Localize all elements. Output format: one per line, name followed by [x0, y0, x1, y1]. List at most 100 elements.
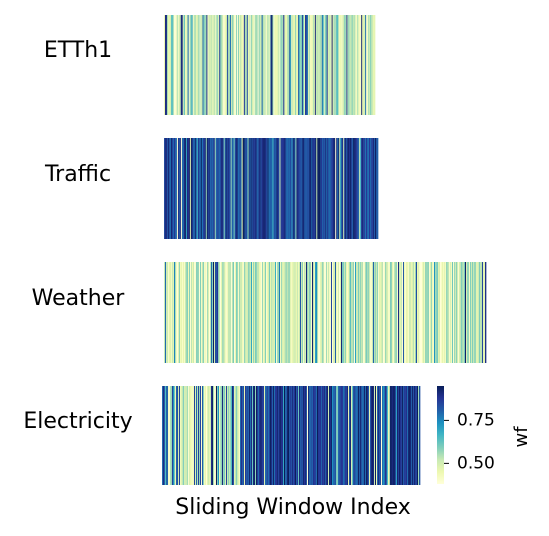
- heatmap-cell: [274, 386, 276, 485]
- heatmap-cell: [316, 15, 319, 115]
- heatmap-cell: [407, 262, 409, 363]
- heatmap-cell: [181, 138, 184, 239]
- heatmap-cell: [389, 386, 391, 485]
- heatmap-cell: [238, 262, 240, 363]
- heatmap-cell: [352, 386, 354, 485]
- heatmap-cell: [346, 386, 348, 485]
- heatmap-cell: [222, 262, 224, 363]
- heatmap-cell: [406, 386, 408, 485]
- heatmap-cell: [218, 386, 220, 485]
- heatmap-cell: [468, 262, 470, 363]
- heatmap-cell: [327, 138, 329, 239]
- heatmap-cell: [263, 386, 265, 485]
- heatmap-cell: [295, 15, 297, 115]
- heatmap-cell: [296, 15, 298, 115]
- heatmap-cell: [374, 386, 376, 485]
- heatmap-cell: [308, 386, 310, 485]
- heatmap-cell: [241, 386, 243, 485]
- heatmap-cell: [334, 262, 336, 363]
- heatmap-cell: [189, 138, 192, 239]
- heatmap-cell: [167, 262, 169, 363]
- heatmap-cell: [232, 138, 235, 239]
- heatmap-cell: [277, 15, 279, 115]
- heatmap-cell: [485, 262, 487, 363]
- heatmap-cell: [193, 386, 195, 485]
- heatmap-cell: [165, 15, 168, 115]
- heatmap-cell: [347, 262, 349, 363]
- heatmap-cell: [234, 138, 237, 239]
- heatmap-cell: [374, 262, 376, 363]
- heatmap-cell: [290, 262, 292, 363]
- heatmap-cell: [206, 138, 209, 239]
- heatmap-cell: [266, 386, 268, 485]
- heatmap-cell: [327, 262, 329, 363]
- heatmap-cell: [233, 138, 236, 239]
- heatmap-cell: [283, 262, 285, 363]
- heatmap-cell: [253, 262, 255, 363]
- heatmap-cell: [225, 15, 227, 115]
- heatmap-cell: [364, 138, 366, 239]
- heatmap-cell: [336, 386, 338, 485]
- heatmap-cell: [348, 138, 350, 239]
- heatmap-cell: [418, 386, 420, 485]
- heatmap-cell: [299, 386, 301, 485]
- heatmap-cell: [247, 15, 250, 115]
- heatmap-cell: [372, 15, 374, 115]
- heatmap-cell: [321, 138, 323, 239]
- heatmap-cell: [230, 262, 232, 363]
- heatmap-cell: [287, 262, 289, 363]
- heatmap-cell: [302, 15, 304, 115]
- heatmap-cell: [270, 15, 272, 115]
- heatmap-cell: [310, 262, 312, 363]
- heatmap-cell: [307, 386, 309, 485]
- heatmap-cell: [433, 262, 435, 363]
- heatmap-cell: [252, 15, 255, 115]
- heatmap-cell: [227, 138, 230, 239]
- heatmap-cell: [248, 386, 250, 485]
- heatmap-cell: [281, 15, 283, 115]
- heatmap-cell: [376, 138, 378, 239]
- heatmap-cell: [324, 386, 326, 485]
- heatmap-cell: [341, 262, 343, 363]
- heatmap-cell: [331, 15, 333, 115]
- heatmap-cell: [170, 386, 172, 485]
- heatmap-cell: [356, 15, 358, 115]
- heatmap-cell: [290, 138, 292, 239]
- heatmap-cell: [308, 15, 311, 115]
- heatmap-cell: [266, 138, 268, 239]
- heatmap-cell: [384, 262, 386, 363]
- heatmap-cell: [293, 138, 295, 239]
- heatmap-cell: [279, 15, 281, 115]
- heatmap-cell: [235, 15, 238, 115]
- heatmap-cell: [188, 386, 190, 485]
- heatmap-cell: [286, 262, 288, 363]
- heatmap-cell: [276, 15, 278, 115]
- heatmap-cell: [261, 262, 263, 363]
- heatmap-cell: [171, 262, 173, 363]
- colorbar-label: wf: [511, 426, 532, 448]
- heatmap-cell: [360, 138, 362, 239]
- heatmap-cell: [198, 138, 201, 239]
- heatmap-cell: [256, 262, 258, 363]
- heatmap-cell: [271, 15, 273, 115]
- heatmap-cell: [170, 138, 173, 239]
- heatmap-cell: [398, 386, 400, 485]
- heatmap-cell: [223, 15, 225, 115]
- heatmap-cell: [339, 386, 341, 485]
- heatmap-cell: [215, 138, 218, 239]
- heatmap-cell: [294, 15, 296, 115]
- heatmap-cell: [318, 386, 320, 485]
- heatmap-cell: [226, 386, 228, 485]
- heatmap-cell: [210, 262, 212, 363]
- heatmap-cell: [162, 386, 164, 485]
- heatmap-cell: [255, 262, 257, 363]
- heatmap-cell: [270, 138, 272, 239]
- heatmap-cell: [329, 386, 331, 485]
- heatmap-cell: [372, 262, 374, 363]
- heatmap-cell: [210, 138, 213, 239]
- heatmap-cell: [272, 262, 274, 363]
- heatmap-cell: [397, 386, 399, 485]
- heatmap-cell: [434, 262, 436, 363]
- heatmap-cell: [190, 262, 192, 363]
- heatmap-cell: [172, 15, 175, 115]
